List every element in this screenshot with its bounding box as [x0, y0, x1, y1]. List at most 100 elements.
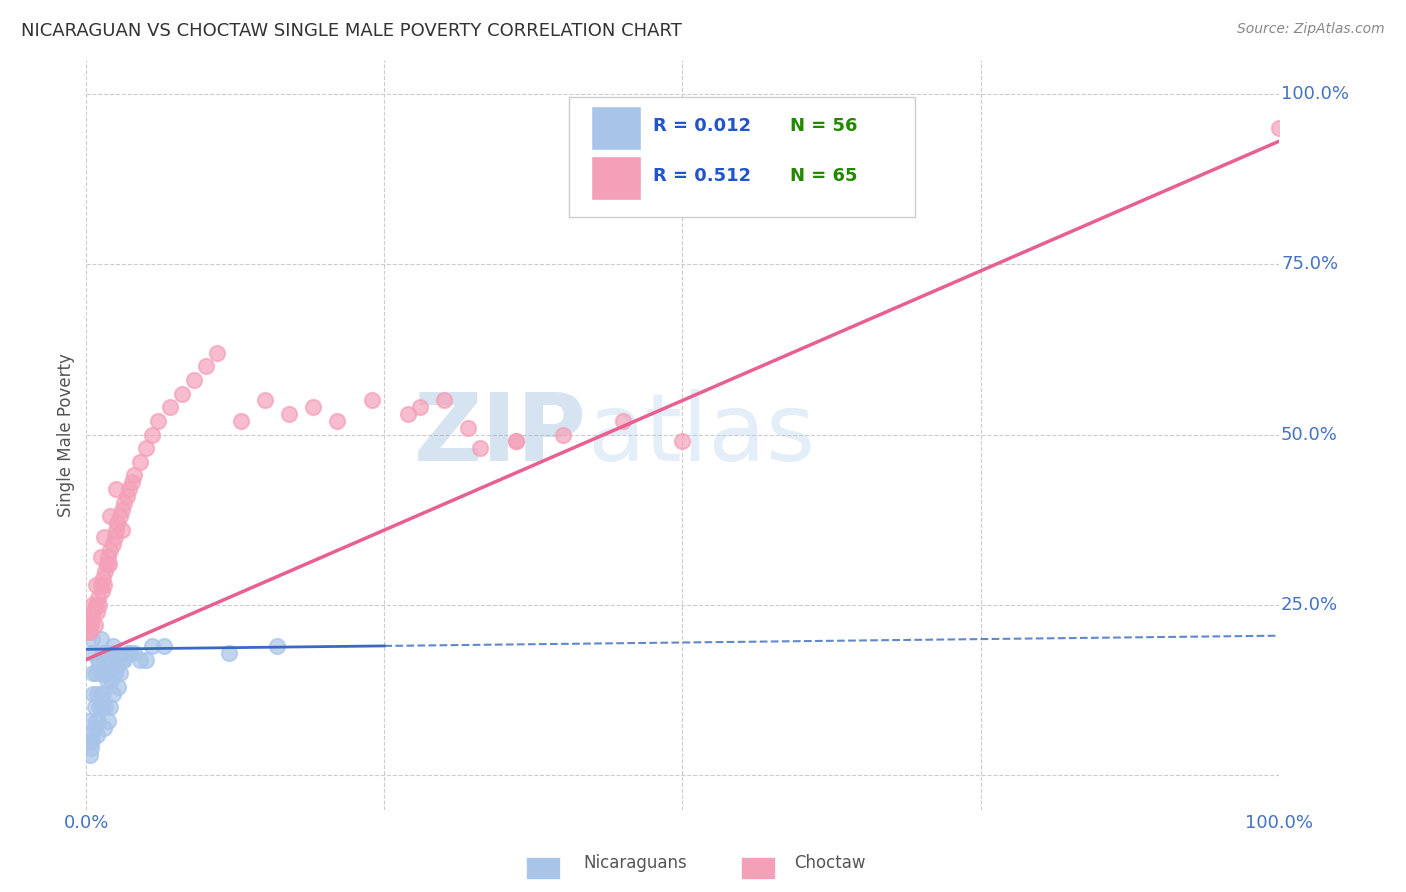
FancyBboxPatch shape [591, 106, 641, 151]
Point [152, 639, 174, 653]
Point [100, 673, 122, 687]
Point [77, 618, 100, 632]
Point [101, 687, 124, 701]
Point [97, 646, 120, 660]
Point [77, 714, 100, 728]
Point [553, 427, 575, 442]
Point [84, 714, 107, 728]
Point [120, 646, 142, 660]
Point [111, 502, 134, 516]
Point [87, 714, 110, 728]
Text: Nicaraguans: Nicaraguans [583, 855, 688, 872]
Point [325, 414, 347, 428]
Point [114, 652, 136, 666]
Point [97, 714, 120, 728]
Point [94, 700, 117, 714]
Point [194, 359, 217, 374]
Point [82, 666, 104, 681]
Point [86, 727, 108, 741]
Point [97, 666, 120, 681]
Point [114, 496, 136, 510]
Point [302, 401, 325, 415]
Point [183, 373, 205, 387]
Point [82, 687, 104, 701]
FancyBboxPatch shape [591, 155, 641, 200]
Point [101, 536, 124, 550]
Point [87, 652, 110, 666]
Point [90, 666, 112, 681]
Point [141, 639, 163, 653]
Point [104, 666, 127, 681]
Point [97, 550, 120, 565]
Point [83, 618, 105, 632]
Point [79, 734, 101, 748]
Point [91, 646, 114, 660]
Point [122, 646, 145, 660]
Point [90, 632, 112, 646]
Point [671, 434, 693, 449]
Point [98, 543, 121, 558]
Point [86, 687, 108, 701]
Point [117, 646, 139, 660]
Point [93, 721, 115, 735]
Point [111, 652, 134, 666]
Point [91, 687, 114, 701]
Point [111, 523, 134, 537]
Point [1267, 120, 1289, 135]
Point [89, 598, 111, 612]
Point [93, 577, 115, 591]
Point [87, 591, 110, 606]
Point [93, 666, 115, 681]
Point [146, 414, 169, 428]
Point [90, 700, 112, 714]
Point [83, 721, 105, 735]
Point [80, 727, 103, 741]
Point [84, 577, 107, 591]
Point [108, 666, 131, 681]
Text: 50.0%: 50.0% [1281, 425, 1339, 443]
Point [79, 625, 101, 640]
Point [80, 618, 103, 632]
FancyBboxPatch shape [569, 97, 915, 217]
Point [89, 700, 111, 714]
Point [90, 550, 112, 565]
Point [108, 509, 131, 524]
Point [218, 646, 240, 660]
Point [82, 734, 104, 748]
Point [505, 434, 527, 449]
Point [97, 557, 120, 571]
Point [409, 401, 432, 415]
Point [457, 421, 479, 435]
Text: R = 0.012: R = 0.012 [652, 118, 751, 136]
Point [98, 700, 121, 714]
Point [75, 625, 97, 640]
Point [121, 475, 143, 490]
Point [84, 598, 107, 612]
Text: N = 56: N = 56 [790, 118, 858, 136]
Point [170, 386, 193, 401]
Point [93, 530, 115, 544]
Point [84, 666, 107, 681]
Point [98, 652, 121, 666]
Point [90, 584, 112, 599]
Point [159, 401, 181, 415]
Point [266, 639, 288, 653]
Point [612, 414, 634, 428]
Point [104, 530, 127, 544]
Point [79, 747, 101, 762]
Point [135, 441, 157, 455]
Point [118, 482, 141, 496]
Y-axis label: Single Male Poverty: Single Male Poverty [58, 352, 75, 516]
Point [96, 557, 118, 571]
Point [94, 652, 117, 666]
Text: Choctaw: Choctaw [794, 855, 866, 872]
Point [90, 577, 112, 591]
Text: NICARAGUAN VS CHOCTAW SINGLE MALE POVERTY CORRELATION CHART: NICARAGUAN VS CHOCTAW SINGLE MALE POVERT… [21, 22, 682, 40]
Text: 75.0%: 75.0% [1281, 255, 1339, 273]
Point [98, 509, 121, 524]
Point [107, 680, 129, 694]
Point [105, 659, 128, 673]
Point [90, 687, 112, 701]
Point [103, 646, 125, 660]
Point [278, 407, 301, 421]
